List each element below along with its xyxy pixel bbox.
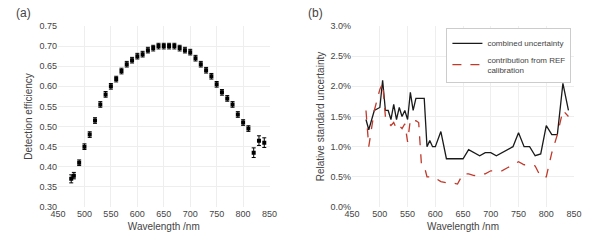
svg-text:0.30: 0.30 (39, 202, 57, 212)
svg-text:0.55: 0.55 (39, 102, 57, 112)
svg-text:500: 500 (77, 209, 92, 219)
svg-text:750: 750 (209, 209, 224, 219)
svg-text:2.0%: 2.0% (331, 81, 352, 91)
svg-text:0.40: 0.40 (39, 162, 57, 172)
svg-text:0.45: 0.45 (39, 142, 57, 152)
svg-text:600: 600 (130, 209, 145, 219)
svg-text:800: 800 (236, 209, 251, 219)
svg-text:0.0%: 0.0% (331, 202, 352, 212)
svg-text:combined uncertainty: combined uncertainty (487, 39, 563, 48)
svg-text:500: 500 (372, 209, 387, 219)
svg-text:600: 600 (428, 209, 443, 219)
svg-text:(a): (a) (16, 6, 31, 20)
svg-text:1.5%: 1.5% (331, 112, 352, 122)
svg-text:3.0%: 3.0% (331, 21, 352, 31)
svg-text:0.35: 0.35 (39, 182, 57, 192)
svg-text:Wavelength /nm: Wavelength /nm (128, 221, 200, 232)
svg-text:850: 850 (566, 209, 581, 219)
svg-text:Wavelength /nm: Wavelength /nm (427, 221, 499, 232)
svg-text:750: 750 (511, 209, 526, 219)
svg-text:Detection efficiency: Detection efficiency (23, 73, 34, 160)
svg-text:0.70: 0.70 (39, 41, 57, 51)
svg-text:550: 550 (400, 209, 415, 219)
svg-text:550: 550 (103, 209, 118, 219)
svg-text:Relative standard uncertainty: Relative standard uncertainty (315, 52, 326, 182)
svg-text:0.50: 0.50 (39, 122, 57, 132)
svg-text:850: 850 (262, 209, 277, 219)
svg-text:0.65: 0.65 (39, 61, 57, 71)
svg-text:0.5%: 0.5% (331, 172, 352, 182)
svg-text:450: 450 (50, 209, 65, 219)
svg-text:(b): (b) (308, 6, 323, 20)
svg-text:800: 800 (539, 209, 554, 219)
svg-text:contribution from REFcalibrati: contribution from REFcalibration (487, 56, 565, 75)
svg-text:2.5%: 2.5% (331, 51, 352, 61)
svg-text:1.0%: 1.0% (331, 142, 352, 152)
svg-text:0.75: 0.75 (39, 21, 57, 31)
svg-text:700: 700 (183, 209, 198, 219)
svg-text:650: 650 (456, 209, 471, 219)
svg-text:0.60: 0.60 (39, 81, 57, 91)
svg-text:450: 450 (345, 209, 360, 219)
svg-text:700: 700 (483, 209, 498, 219)
svg-text:650: 650 (156, 209, 171, 219)
